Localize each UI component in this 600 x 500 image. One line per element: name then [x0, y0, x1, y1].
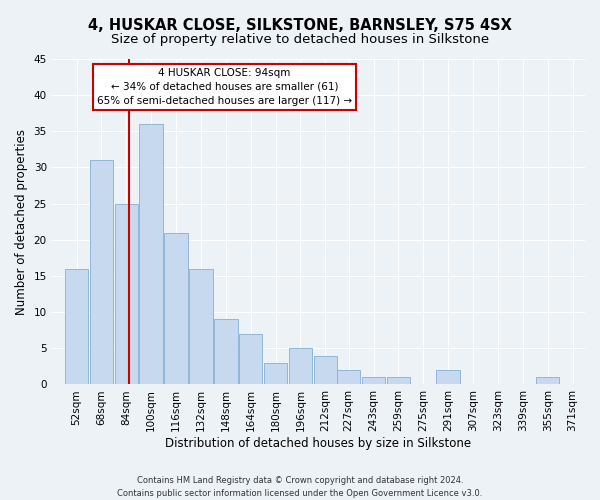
Text: Contains HM Land Registry data © Crown copyright and database right 2024.
Contai: Contains HM Land Registry data © Crown c…: [118, 476, 482, 498]
Bar: [164, 232, 188, 384]
Bar: [239, 334, 262, 384]
Bar: [214, 320, 238, 384]
Bar: [362, 377, 385, 384]
Bar: [436, 370, 460, 384]
Bar: [337, 370, 361, 384]
X-axis label: Distribution of detached houses by size in Silkstone: Distribution of detached houses by size …: [165, 437, 472, 450]
Bar: [89, 160, 113, 384]
Text: 4, HUSKAR CLOSE, SILKSTONE, BARNSLEY, S75 4SX: 4, HUSKAR CLOSE, SILKSTONE, BARNSLEY, S7…: [88, 18, 512, 32]
Bar: [139, 124, 163, 384]
Bar: [65, 268, 88, 384]
Bar: [264, 363, 287, 384]
Bar: [289, 348, 312, 384]
Bar: [314, 356, 337, 384]
Text: 4 HUSKAR CLOSE: 94sqm
← 34% of detached houses are smaller (61)
65% of semi-deta: 4 HUSKAR CLOSE: 94sqm ← 34% of detached …: [97, 68, 352, 106]
Bar: [386, 377, 410, 384]
Bar: [115, 204, 138, 384]
Text: Size of property relative to detached houses in Silkstone: Size of property relative to detached ho…: [111, 32, 489, 46]
Bar: [189, 268, 212, 384]
Y-axis label: Number of detached properties: Number of detached properties: [15, 128, 28, 314]
Bar: [536, 377, 559, 384]
